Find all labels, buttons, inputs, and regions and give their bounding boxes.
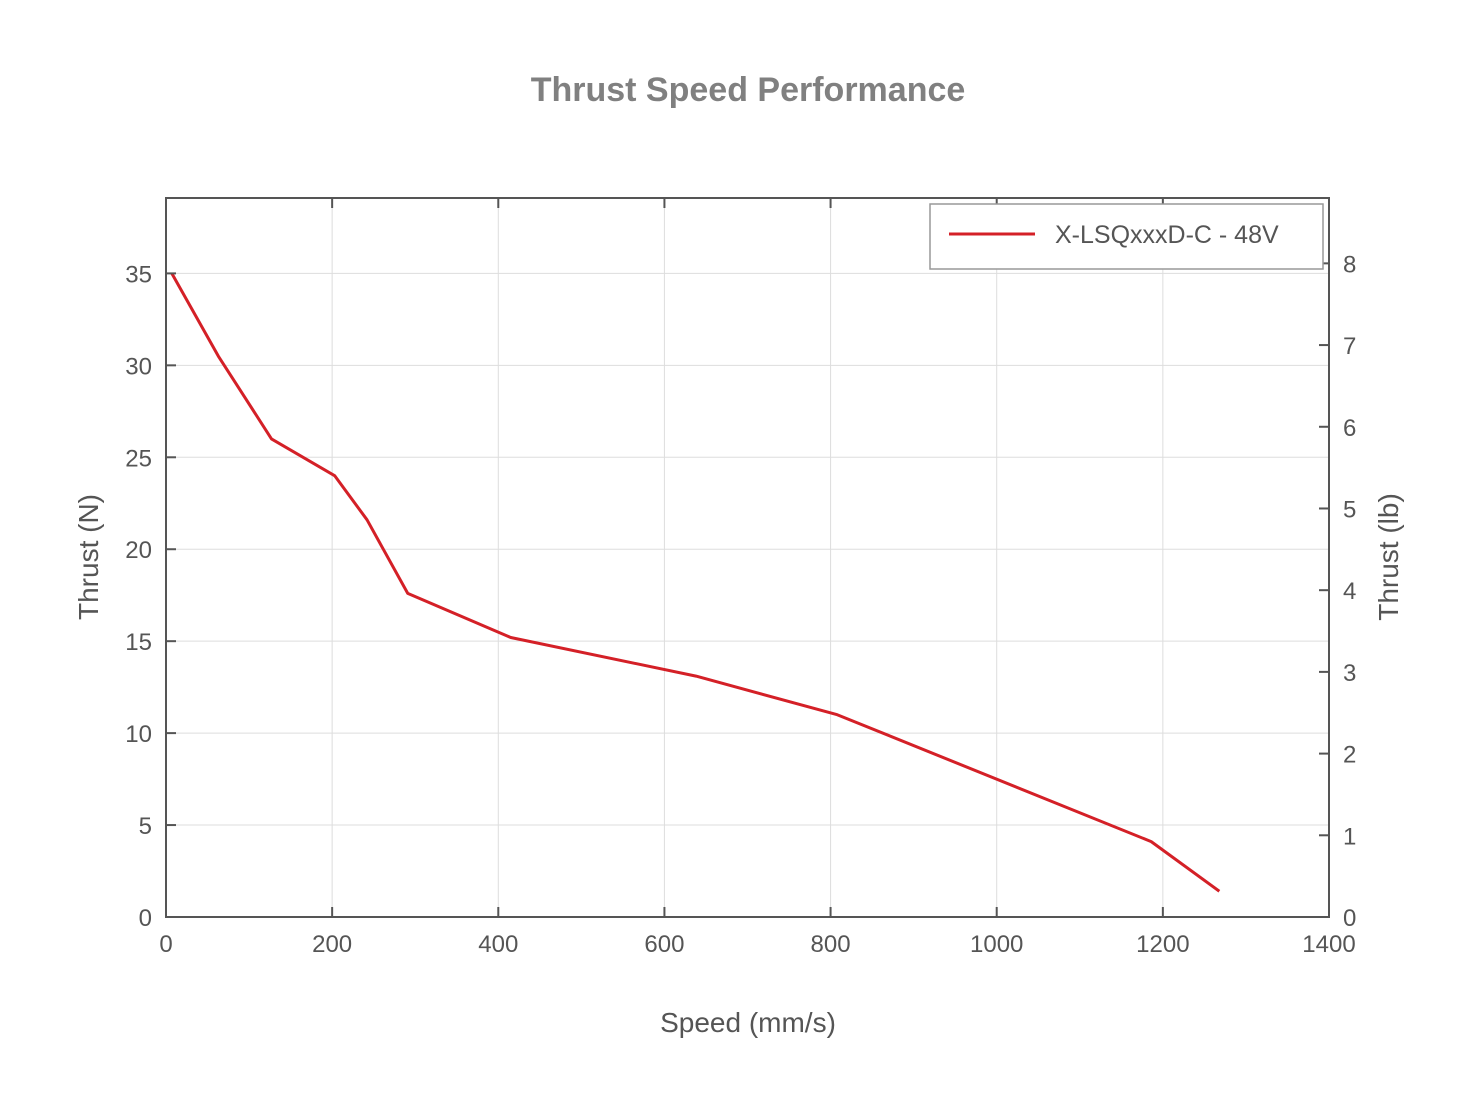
legend-label: X-LSQxxxD-C - 48V [1055,221,1279,249]
y2-axis-label: Thrust (lb) [1373,493,1404,621]
y2-tick-label: 4 [1343,578,1356,605]
y-tick-label: 25 [125,445,152,472]
x-axis-label: Speed (mm/s) [660,1007,836,1038]
y2-tick-label: 5 [1343,496,1356,523]
x-tick-label: 200 [312,931,352,958]
y-tick-label: 5 [139,813,152,840]
y-tick-label: 30 [125,353,152,380]
y-tick-label: 0 [139,905,152,932]
legend: X-LSQxxxD-C - 48V [929,203,1324,270]
legend-box [929,203,1324,270]
x-tick-label: 1200 [1136,931,1189,958]
y2-tick-label: 3 [1343,660,1356,687]
x-tick-label: 600 [644,931,684,958]
plot-frame [165,197,1330,918]
chart-title: Thrust Speed Performance [531,71,966,109]
y-tick-label: 10 [125,721,152,748]
y2-tick-label: 7 [1343,333,1356,360]
x-tick-label: 1000 [970,931,1023,958]
x-tick-label: 800 [811,931,851,958]
y2-tick-label: 1 [1343,823,1356,850]
x-tick-label: 1400 [1302,931,1355,958]
y2-tick-label: 6 [1343,415,1356,442]
x-tick-label: 0 [159,931,172,958]
y-tick-label: 15 [125,629,152,656]
y2-tick-label: 2 [1343,742,1356,769]
x-tick-label: 400 [478,931,518,958]
y-tick-label: 35 [125,261,152,288]
y-axis-label: Thrust (N) [73,494,104,620]
y-tick-label: 20 [125,537,152,564]
y2-tick-label: 0 [1343,905,1356,932]
series-line [170,272,1221,893]
y2-tick-label: 8 [1343,251,1356,278]
